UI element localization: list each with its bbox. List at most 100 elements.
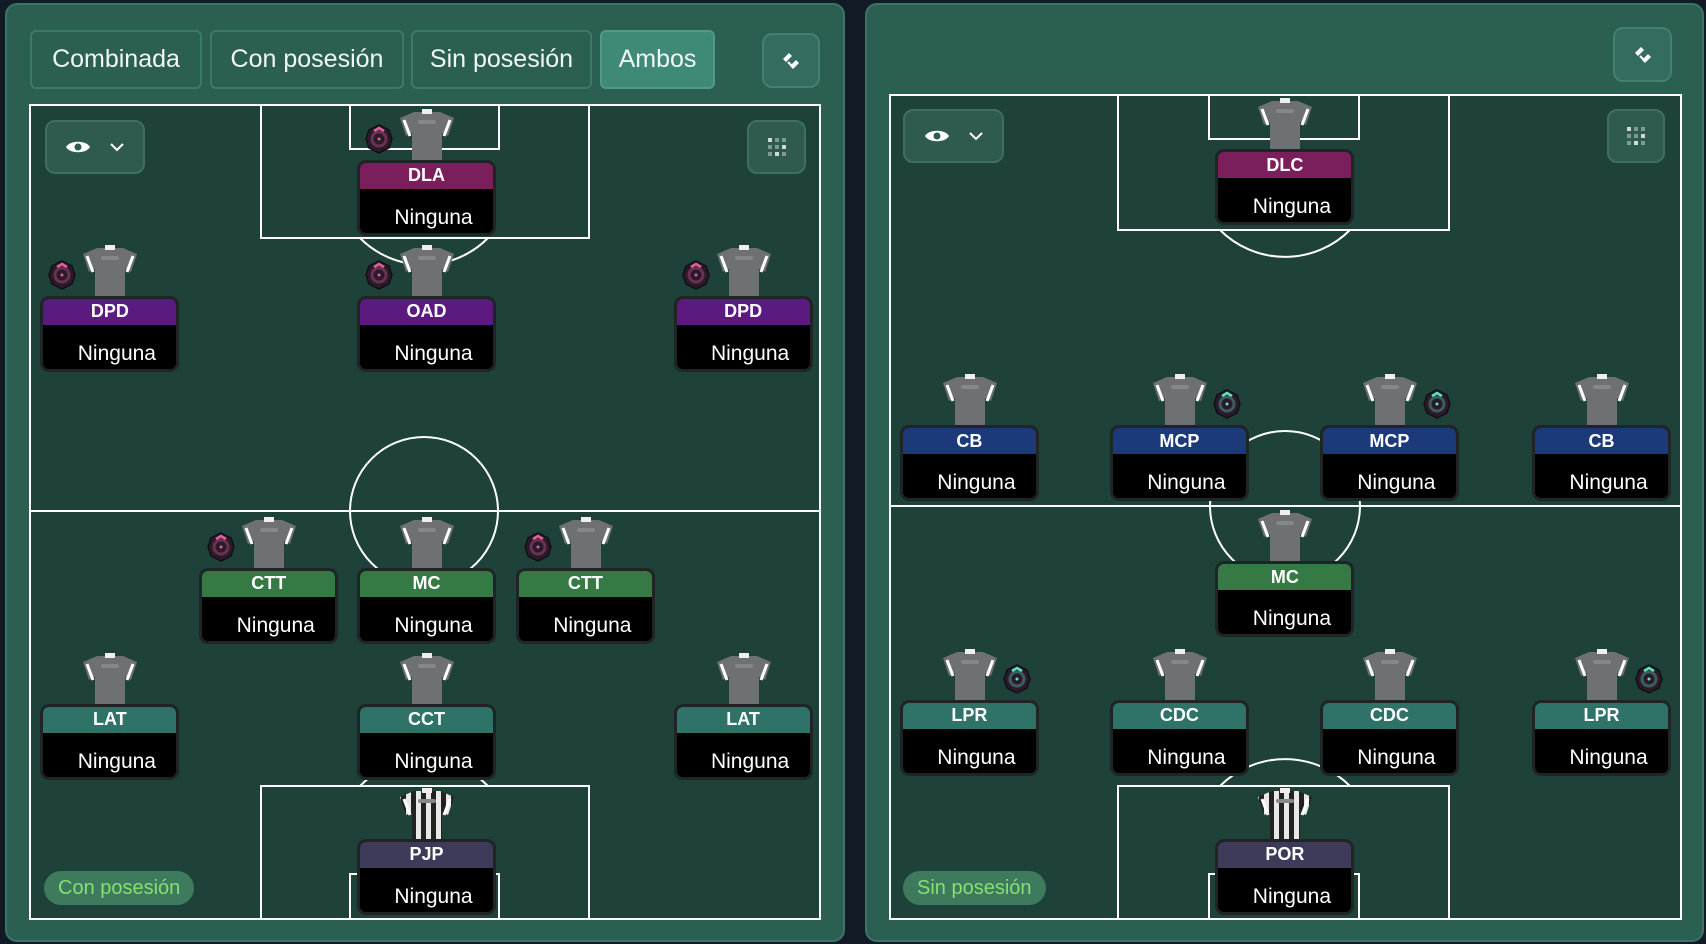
eye-icon <box>924 130 949 142</box>
grid-button[interactable] <box>1607 109 1665 163</box>
instruction-label: Ninguna <box>937 471 1016 495</box>
player-card[interactable]: LAT Ninguna <box>673 703 813 780</box>
instruction-label: Ninguna <box>77 749 156 773</box>
instruction-label: Ninguna <box>937 745 1016 769</box>
instruction-label: Ninguna <box>236 613 315 637</box>
role-badge-icon <box>1635 663 1663 694</box>
jersey-icon <box>716 244 771 302</box>
player-card[interactable]: CDC Ninguna <box>1109 699 1249 776</box>
player-slot[interactable]: CTT Ninguna <box>515 514 655 644</box>
role-label: POR <box>1218 841 1352 868</box>
player-slot[interactable]: CB Ninguna <box>899 371 1039 502</box>
instruction-label: Ninguna <box>1357 471 1436 495</box>
jersey-icon <box>399 108 454 166</box>
player-slot[interactable]: MCP Ninguna <box>1109 371 1249 502</box>
role-badge-icon <box>681 260 710 290</box>
instruction-label: Ninguna <box>1252 884 1332 908</box>
player-card[interactable]: LPR Ninguna <box>1532 699 1672 776</box>
player-card[interactable]: DLC Ninguna <box>1215 149 1355 226</box>
role-badge-icon <box>48 260 77 290</box>
instruction-label: Ninguna <box>1252 607 1332 631</box>
player-slot[interactable]: POR Ninguna <box>1215 785 1355 915</box>
instruction-label: Ninguna <box>710 749 790 773</box>
view-dropdown[interactable] <box>903 109 1004 163</box>
player-slot[interactable]: LAT Ninguna <box>40 650 180 780</box>
role-label: CDC <box>1322 702 1456 729</box>
player-card[interactable]: MCP Ninguna <box>1109 425 1249 502</box>
role-label: DLC <box>1218 152 1352 179</box>
player-card[interactable]: DLA Ninguna <box>356 159 496 236</box>
player-card[interactable]: OAD Ninguna <box>356 295 496 372</box>
tactics-board-icon <box>783 52 799 69</box>
role-label: DLA <box>359 162 493 189</box>
player-slot[interactable]: CCT Ninguna <box>356 650 496 780</box>
jersey-icon <box>1362 648 1417 706</box>
jersey-icon <box>942 374 997 432</box>
player-card[interactable]: CTT Ninguna <box>515 567 655 644</box>
player-slot[interactable]: LPR Ninguna <box>899 646 1039 776</box>
instruction-label: Ninguna <box>1147 471 1226 495</box>
role-label: MCP <box>1112 428 1246 455</box>
tab-ambos[interactable]: Ambos <box>600 30 715 89</box>
player-slot[interactable]: CB Ninguna <box>1532 371 1672 502</box>
role-label: LPR <box>1535 702 1669 729</box>
grid-button[interactable] <box>747 120 806 174</box>
player-card[interactable]: CTT Ninguna <box>199 567 339 644</box>
role-label: MC <box>359 570 493 597</box>
player-slot[interactable]: PJP Ninguna <box>356 785 496 915</box>
player-slot[interactable]: LPR Ninguna <box>1532 646 1672 776</box>
view-dropdown[interactable] <box>45 120 145 174</box>
goalkeeper-jersey-icon <box>399 787 454 845</box>
role-badge-icon <box>1213 389 1241 420</box>
player-card[interactable]: POR Ninguna <box>1215 838 1355 915</box>
tab-sin-posesion[interactable]: Sin posesión <box>411 30 592 89</box>
role-label: OAD <box>359 298 493 325</box>
instruction-label: Ninguna <box>1147 745 1226 769</box>
player-slot[interactable]: DPD Ninguna <box>40 242 180 372</box>
player-card[interactable]: DPD Ninguna <box>40 295 180 372</box>
player-slot[interactable]: CDC Ninguna <box>1109 646 1249 776</box>
player-card[interactable]: LAT Ninguna <box>40 703 180 780</box>
player-card[interactable]: PJP Ninguna <box>356 838 496 915</box>
chevron-down-icon <box>968 132 983 141</box>
role-badge-icon <box>524 532 552 562</box>
player-card[interactable]: MC Ninguna <box>356 567 496 644</box>
player-slot[interactable]: MC Ninguna <box>356 514 496 644</box>
phase-label: Con posesión <box>44 871 195 905</box>
player-slot[interactable]: LAT Ninguna <box>673 650 813 780</box>
player-card[interactable]: CDC Ninguna <box>1319 699 1459 776</box>
player-card[interactable]: MCP Ninguna <box>1319 425 1459 502</box>
grid-icon <box>767 138 786 156</box>
player-slot[interactable]: MC Ninguna <box>1215 507 1355 638</box>
tab-combinada[interactable]: Combinada <box>30 30 202 89</box>
role-label: CB <box>902 428 1036 455</box>
role-label: MCP <box>1322 428 1456 455</box>
role-label: CCT <box>359 706 493 733</box>
role-label: DPD <box>43 298 177 325</box>
player-card[interactable]: DPD Ninguna <box>673 295 813 372</box>
player-card[interactable]: CB Ninguna <box>1532 425 1672 502</box>
jersey-icon <box>399 652 454 710</box>
jersey-icon <box>83 652 138 710</box>
instruction-label: Ninguna <box>1569 471 1648 495</box>
player-card[interactable]: MC Ninguna <box>1215 561 1355 638</box>
player-slot[interactable]: CDC Ninguna <box>1319 646 1459 776</box>
tactics-board-button[interactable] <box>762 33 820 88</box>
player-slot[interactable]: DPD Ninguna <box>673 242 813 372</box>
role-label: CB <box>1535 428 1669 455</box>
instruction-label: Ninguna <box>77 341 156 365</box>
player-slot[interactable]: MCP Ninguna <box>1319 371 1459 502</box>
player-card[interactable]: LPR Ninguna <box>899 699 1039 776</box>
player-slot[interactable]: DLC Ninguna <box>1215 95 1355 226</box>
player-card[interactable]: CB Ninguna <box>899 425 1039 502</box>
tab-con-posesion[interactable]: Con posesión <box>210 30 404 89</box>
player-slot[interactable]: OAD Ninguna <box>356 242 496 372</box>
player-slot[interactable]: DLA Ninguna <box>356 106 496 236</box>
tactics-board-button[interactable] <box>1613 27 1672 82</box>
jersey-icon <box>399 244 454 302</box>
role-label: LAT <box>676 706 810 733</box>
player-card[interactable]: CCT Ninguna <box>356 703 496 780</box>
instruction-label: Ninguna <box>1357 745 1436 769</box>
player-slot[interactable]: CTT Ninguna <box>199 514 339 644</box>
jersey-icon <box>1362 374 1417 432</box>
